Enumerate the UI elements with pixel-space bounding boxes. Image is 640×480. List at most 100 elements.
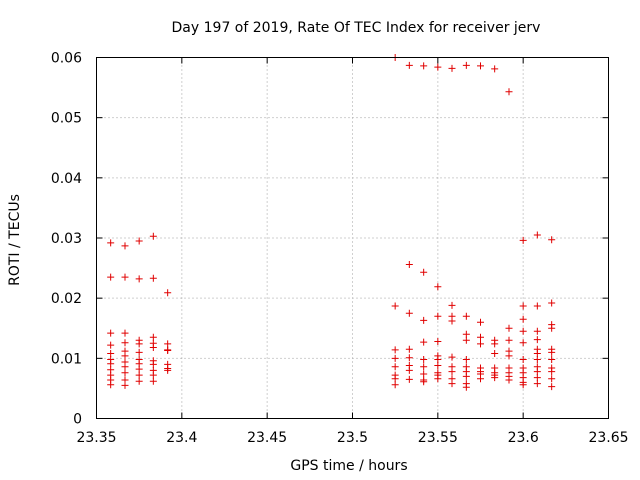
data-point	[149, 274, 157, 282]
data-point	[107, 329, 115, 337]
data-point	[548, 348, 556, 356]
x-tick-label: 23.35	[76, 430, 116, 446]
data-point	[391, 346, 399, 354]
data-point	[533, 368, 541, 376]
data-point	[548, 368, 556, 376]
data-point	[135, 237, 143, 245]
data-point	[121, 381, 129, 389]
data-point	[434, 283, 442, 291]
data-point	[505, 352, 513, 360]
data-point	[533, 374, 541, 382]
data-point	[434, 356, 442, 364]
data-point	[548, 324, 556, 332]
data-point	[505, 88, 513, 96]
data-point	[477, 318, 484, 326]
x-tick-label: 23.6	[508, 430, 539, 446]
data-point	[448, 368, 456, 376]
data-point	[548, 383, 556, 391]
data-point	[420, 363, 428, 371]
data-point	[405, 354, 413, 362]
y-tick-label: 0.04	[51, 171, 82, 187]
data-point	[477, 375, 484, 383]
data-point	[491, 350, 499, 358]
data-point	[135, 371, 143, 379]
data-point	[149, 344, 157, 352]
x-tick-label: 23.65	[588, 430, 628, 446]
data-point	[462, 312, 470, 320]
data-point	[107, 381, 115, 389]
data-point	[107, 273, 115, 281]
y-tick-label: 0	[73, 412, 82, 428]
data-point	[477, 333, 484, 341]
y-tick-label: 0.01	[51, 351, 82, 367]
data-point	[519, 327, 527, 335]
data-point	[519, 356, 527, 364]
data-point	[548, 375, 556, 383]
data-point	[462, 61, 470, 69]
data-point	[548, 299, 556, 307]
data-point	[548, 236, 556, 244]
data-point	[107, 341, 115, 349]
chart-title: Day 197 of 2019, Rate Of TEC Index for r…	[172, 20, 541, 36]
data-point	[434, 63, 442, 71]
data-point	[164, 340, 172, 348]
data-point	[505, 324, 513, 332]
data-point	[462, 336, 470, 344]
data-point	[121, 273, 129, 281]
data-point	[420, 370, 428, 378]
data-point	[420, 62, 428, 70]
data-point	[405, 345, 413, 353]
data-point	[405, 366, 413, 374]
data-point	[135, 377, 143, 385]
data-point	[391, 363, 399, 371]
data-point	[519, 381, 527, 389]
y-tick-label: 0.06	[51, 51, 82, 67]
data-point	[391, 381, 399, 389]
data-point	[405, 61, 413, 69]
data-point	[420, 268, 428, 276]
data-point	[462, 372, 470, 380]
data-point	[135, 340, 143, 348]
data-point	[448, 317, 456, 325]
data-point	[121, 369, 129, 377]
data-point	[519, 339, 527, 347]
data-point	[121, 339, 129, 347]
data-point	[121, 329, 129, 337]
data-point	[420, 356, 428, 364]
data-point	[491, 65, 499, 73]
data-point	[405, 309, 413, 317]
data-point	[107, 350, 115, 358]
data-point	[405, 260, 413, 268]
data-point	[164, 366, 172, 374]
data-point	[164, 347, 172, 355]
data-point	[405, 375, 413, 383]
y-axis-label: ROTI / TECUs	[7, 194, 23, 286]
data-point	[149, 377, 157, 385]
data-point	[533, 327, 541, 335]
data-point	[462, 383, 470, 391]
grid-lines	[96, 57, 609, 419]
data-point	[135, 275, 143, 283]
data-point	[491, 340, 499, 348]
data-point	[149, 232, 157, 240]
data-point	[420, 338, 428, 346]
y-tick-label: 0.03	[51, 231, 82, 247]
x-tick-label: 23.55	[418, 430, 458, 446]
data-point	[519, 302, 527, 310]
data-point	[434, 312, 442, 320]
plot-frame	[96, 57, 609, 419]
data-point	[491, 374, 499, 382]
data-point	[505, 336, 513, 344]
data-point	[420, 378, 428, 386]
data-point	[434, 375, 442, 383]
data-point	[149, 360, 157, 368]
x-tick-labels: 23.35 23.4 23.45 23.5 23.55 23.6 23.65	[76, 430, 628, 446]
x-axis-label: GPS time / hours	[290, 458, 407, 474]
data-point	[121, 363, 129, 371]
data-point	[462, 330, 470, 338]
data-point	[448, 301, 456, 309]
data-point	[434, 337, 442, 345]
data-point	[391, 354, 399, 362]
